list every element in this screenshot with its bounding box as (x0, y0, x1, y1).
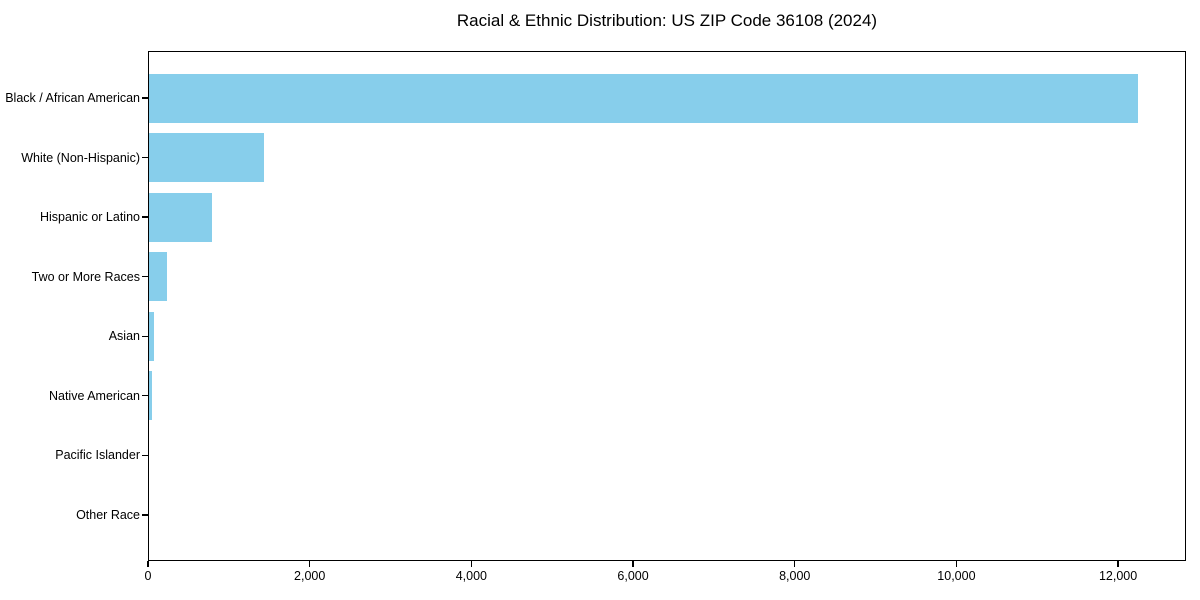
bar-hispanic-or-latino (148, 192, 212, 242)
bar-asian (148, 311, 155, 361)
bar-black-african-american (148, 73, 1139, 123)
y-axis-tick (142, 335, 148, 337)
y-axis-tick (142, 276, 148, 278)
x-axis-tick (470, 561, 472, 567)
y-axis-label-asian: Asian (108, 329, 140, 344)
y-axis-label-native-american: Native American (48, 388, 140, 403)
y-axis-tick (142, 395, 148, 397)
x-axis-tick (1117, 561, 1119, 567)
x-axis-label-6-000: 6,000 (617, 569, 649, 583)
y-axis-tick (142, 216, 148, 218)
x-axis-label-0: 0 (144, 569, 152, 583)
bar-native-american (148, 371, 153, 421)
x-axis-label-4-000: 4,000 (455, 569, 487, 583)
plot-area: Black / African American White (Non-Hispa… (5, 51, 1186, 583)
x-axis-tick (955, 561, 958, 567)
x-axis-label-12-000: 12,000 (1098, 569, 1138, 583)
y-axis-label-hispanic-or-latino: Hispanic or Latino (39, 210, 140, 225)
x-axis-label-2-000: 2,000 (294, 569, 326, 583)
bar-two-or-more-races (148, 252, 167, 302)
x-axis-tick (309, 561, 311, 567)
y-axis-tick (142, 454, 148, 457)
x-axis-tick (632, 561, 634, 567)
y-axis-label-white-non-hispanic: White (Non-Hispanic) (21, 150, 140, 165)
y-axis-label-two-or-more-races: Two or More Races (31, 269, 140, 284)
y-axis-tick (142, 514, 148, 516)
y-axis-label-other-race: Other Race (76, 507, 140, 522)
x-axis-label-8-000: 8,000 (779, 569, 811, 583)
x-axis-label-10-000: 10,000 (937, 569, 976, 583)
y-axis-label-pacific-islander: Pacific Islander (55, 448, 140, 463)
y-axis-label-black-african-american: Black / African American (5, 91, 140, 105)
bar-white-non-hispanic (148, 133, 264, 183)
y-axis-tick (142, 156, 148, 159)
chart-title: Racial & Ethnic Distribution: US ZIP Cod… (456, 11, 878, 30)
plot-border (148, 51, 1186, 561)
x-axis-tick (147, 561, 149, 567)
x-axis-tick (794, 561, 796, 567)
y-axis-tick (142, 97, 148, 99)
